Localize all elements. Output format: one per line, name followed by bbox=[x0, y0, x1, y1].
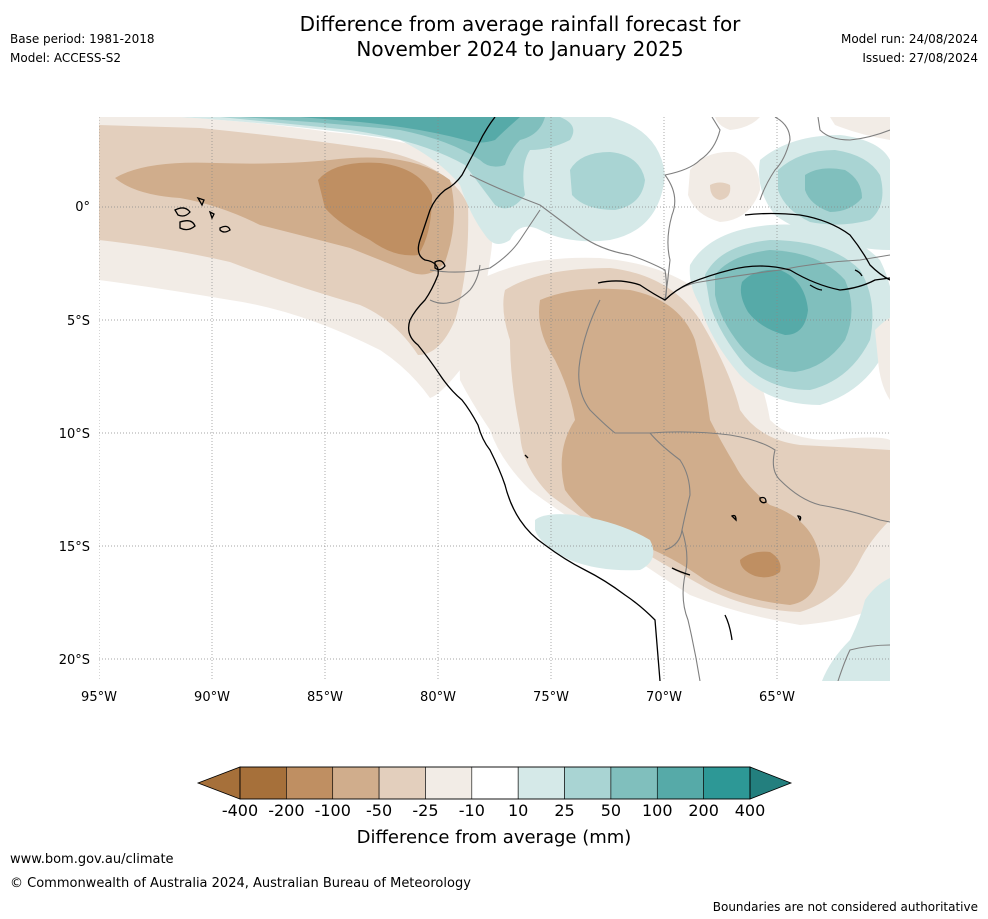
lon-label-85w: 85°W bbox=[307, 690, 343, 705]
colorbar-label: -50 bbox=[366, 801, 392, 820]
colorbar-label: 25 bbox=[554, 801, 574, 820]
wet-region bbox=[740, 269, 808, 335]
colorbar-cell bbox=[286, 766, 334, 800]
colorbar-cell bbox=[610, 766, 658, 800]
title-line-1: Difference from average rainfall forecas… bbox=[299, 12, 741, 36]
dry-region bbox=[740, 551, 781, 578]
title-line-2: November 2024 to January 2025 bbox=[356, 37, 684, 61]
colorbar-label: -200 bbox=[268, 801, 304, 820]
footer-copyright: © Commonwealth of Australia 2024, Austra… bbox=[10, 876, 471, 891]
lat-label-0: 0° bbox=[75, 200, 90, 215]
dry-region bbox=[710, 182, 731, 200]
colorbar-label: 10 bbox=[508, 801, 528, 820]
lat-label-10s: 10°S bbox=[59, 427, 90, 442]
colorbar-label: 100 bbox=[642, 801, 673, 820]
colorbar-label: 400 bbox=[735, 801, 766, 820]
colorbar-cells bbox=[239, 766, 751, 800]
lon-label-70w: 70°W bbox=[646, 690, 682, 705]
colorbar: -400 -200 -100 -50 -25 -10 10 25 50 100 200 400 Dif… bbox=[196, 766, 793, 848]
colorbar-frame bbox=[239, 766, 751, 800]
dry-region bbox=[715, 117, 760, 130]
dry-region bbox=[875, 318, 890, 400]
colorbar-cell bbox=[378, 766, 426, 800]
lat-label-15s: 15°S bbox=[59, 540, 90, 555]
base-period: Base period: 1981-2018 bbox=[10, 32, 155, 46]
lon-label-95w: 95°W bbox=[81, 690, 117, 705]
colorbar-cell bbox=[425, 766, 473, 800]
colorbar-cell bbox=[239, 766, 287, 800]
colorbar-label: 200 bbox=[688, 801, 719, 820]
lon-label-75w: 75°W bbox=[533, 690, 569, 705]
colorbar-min-extension bbox=[196, 766, 241, 800]
lon-label-80w: 80°W bbox=[420, 690, 456, 705]
wet-region bbox=[822, 578, 890, 681]
country-borders bbox=[429, 117, 890, 681]
colorbar-cell bbox=[656, 766, 704, 800]
colorbar-label: -400 bbox=[222, 801, 258, 820]
latitude-labels: 0° 5°S 10°S 15°S 20°S bbox=[59, 200, 90, 668]
model-name: Model: ACCESS-S2 bbox=[10, 51, 122, 65]
wet-region bbox=[805, 168, 862, 212]
colorbar-title: Difference from average (mm) bbox=[357, 827, 632, 848]
dry-region bbox=[830, 117, 890, 140]
colorbar-max-extension bbox=[749, 766, 793, 800]
colorbar-labels: -400 -200 -100 -50 -25 -10 10 25 50 100 200 400 bbox=[222, 801, 765, 820]
map-plot-area bbox=[99, 117, 890, 681]
dry-region bbox=[318, 162, 432, 256]
colorbar-label: 50 bbox=[601, 801, 621, 820]
colorbar-cell bbox=[471, 766, 519, 800]
wet-region bbox=[300, 117, 520, 143]
colorbar-cell bbox=[517, 766, 565, 800]
wet-region bbox=[535, 514, 654, 571]
colorbar-label: -25 bbox=[412, 801, 438, 820]
map-title: Difference from average rainfall forecas… bbox=[0, 12, 988, 62]
wet-region bbox=[570, 152, 645, 210]
lat-label-20s: 20°S bbox=[59, 653, 90, 668]
footer-disclaimer: Boundaries are not considered authoritat… bbox=[712, 900, 978, 914]
coastline bbox=[174, 117, 890, 681]
lon-label-90w: 90°W bbox=[194, 690, 230, 705]
colorbar-cell bbox=[564, 766, 612, 800]
map-graticule bbox=[99, 117, 890, 681]
colorbar-cell bbox=[703, 766, 751, 800]
longitude-labels: 95°W 90°W 85°W 80°W 75°W 70°W 65°W bbox=[81, 690, 795, 705]
colorbar-label: -10 bbox=[459, 801, 485, 820]
issued-date: Issued: 27/08/2024 bbox=[862, 51, 978, 65]
lat-label-5s: 5°S bbox=[67, 314, 90, 329]
lon-label-65w: 65°W bbox=[759, 690, 795, 705]
colorbar-cell bbox=[332, 766, 380, 800]
colorbar-label: -100 bbox=[315, 801, 351, 820]
footer-url: www.bom.gov.au/climate bbox=[10, 852, 174, 867]
model-run: Model run: 24/08/2024 bbox=[840, 32, 978, 46]
